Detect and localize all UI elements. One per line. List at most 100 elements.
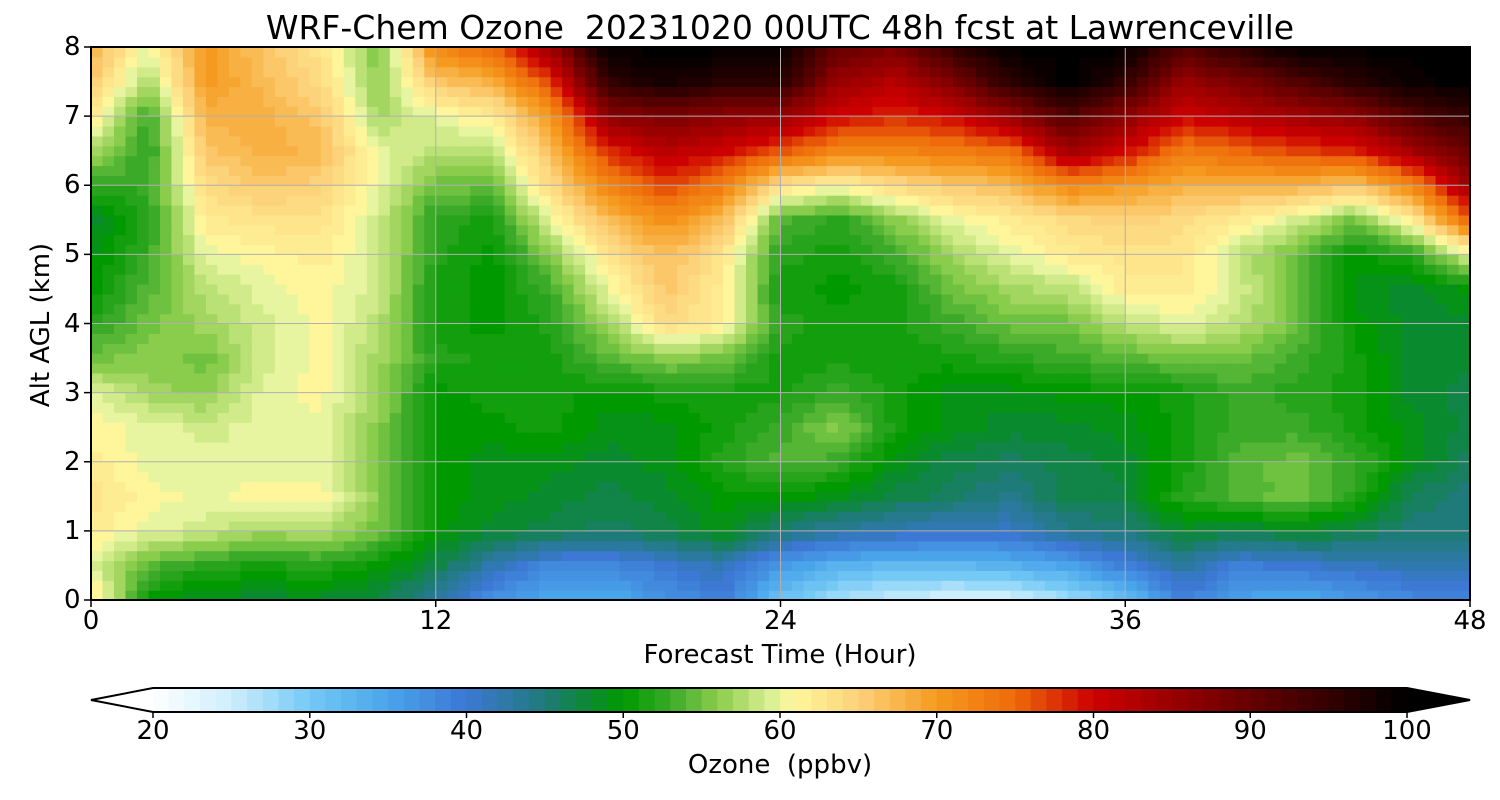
heatmap-cell — [998, 412, 1011, 423]
heatmap-cell — [401, 214, 414, 226]
heatmap-cell — [711, 372, 724, 384]
heatmap-cell — [757, 442, 770, 453]
heatmap-cell — [1309, 293, 1322, 305]
heatmap-cell — [1389, 254, 1402, 265]
heatmap-cell — [1458, 205, 1470, 216]
heatmap-cell — [424, 471, 437, 483]
heatmap-cell — [883, 214, 897, 226]
heatmap-cell — [1113, 333, 1126, 344]
heatmap-cell — [1010, 205, 1023, 216]
heatmap-cell — [642, 323, 655, 334]
heatmap-cell — [562, 303, 575, 315]
heatmap-cell — [723, 481, 736, 492]
heatmap-cell — [975, 580, 988, 591]
heatmap-cell — [1401, 451, 1414, 463]
heatmap-cell — [711, 303, 724, 315]
heatmap-cell — [952, 244, 965, 255]
heatmap-cell — [1263, 224, 1276, 236]
heatmap-cell — [113, 343, 127, 354]
heatmap-cell — [791, 590, 805, 600]
heatmap-cell — [539, 442, 552, 453]
heatmap-cell — [1309, 550, 1322, 562]
heatmap-cell — [274, 530, 287, 542]
heatmap-cell — [1320, 313, 1333, 325]
heatmap-cell — [320, 224, 333, 236]
heatmap-cell — [113, 501, 127, 512]
heatmap-cell — [1447, 323, 1460, 334]
heatmap-cell — [182, 560, 196, 571]
heatmap-cell — [309, 363, 322, 374]
heatmap-cell — [803, 244, 816, 255]
heatmap-cell — [1355, 274, 1368, 285]
heatmap-cell — [608, 274, 621, 285]
heatmap-cell — [1401, 412, 1414, 423]
heatmap-cell — [102, 471, 115, 483]
heatmap-cell — [1274, 530, 1287, 542]
heatmap-cell — [1136, 264, 1149, 275]
heatmap-cell — [631, 422, 644, 433]
heatmap-cell — [562, 412, 575, 423]
heatmap-cell — [401, 560, 414, 571]
heatmap-cell — [91, 274, 104, 285]
heatmap-cell — [619, 333, 632, 344]
heatmap-cell — [746, 293, 759, 305]
heatmap-cell — [711, 540, 724, 552]
heatmap-cell — [343, 481, 356, 492]
heatmap-cell — [1044, 254, 1057, 265]
heatmap-cell — [1136, 284, 1149, 295]
heatmap-cell — [1090, 303, 1103, 315]
heatmap-cell — [1378, 264, 1391, 275]
heatmap-cell — [769, 402, 782, 413]
heatmap-cell — [700, 491, 713, 502]
heatmap-cell — [447, 432, 460, 443]
heatmap-cell — [412, 372, 425, 384]
heatmap-cell — [906, 214, 919, 226]
heatmap-cell — [711, 560, 724, 571]
heatmap-cell — [539, 313, 552, 325]
heatmap-cell — [182, 570, 196, 581]
heatmap-cell — [516, 422, 529, 433]
heatmap-cell — [734, 511, 747, 522]
heatmap-cell — [1251, 560, 1264, 571]
heatmap-cell — [608, 323, 621, 334]
heatmap-cell — [1389, 244, 1402, 255]
heatmap-cell — [780, 491, 793, 502]
heatmap-cell — [791, 303, 805, 315]
heatmap-cell — [1194, 540, 1207, 552]
heatmap-cell — [723, 580, 736, 591]
heatmap-cell — [470, 550, 483, 562]
heatmap-cell — [1079, 540, 1092, 552]
heatmap-cell — [297, 530, 310, 542]
heatmap-cell — [194, 323, 207, 334]
heatmap-cell — [642, 185, 655, 196]
heatmap-cell — [1194, 284, 1207, 295]
heatmap-cell — [619, 363, 632, 374]
heatmap-cell — [1217, 214, 1230, 226]
heatmap-cell — [125, 303, 138, 315]
heatmap-cell — [274, 254, 287, 265]
heatmap-cell — [998, 343, 1011, 354]
heatmap-cell — [757, 491, 770, 502]
heatmap-cell — [573, 461, 586, 473]
heatmap-cell — [102, 422, 115, 433]
heatmap-cell — [746, 530, 759, 542]
heatmap-cell — [1389, 353, 1402, 364]
heatmap-cell — [631, 461, 644, 473]
heatmap-cell — [872, 471, 885, 483]
heatmap-cell — [102, 550, 115, 562]
heatmap-cell — [769, 481, 782, 492]
heatmap-cell — [263, 234, 276, 246]
heatmap-cell — [125, 353, 138, 364]
heatmap-cell — [665, 540, 678, 552]
heatmap-cell — [1274, 481, 1287, 492]
heatmap-cell — [1274, 234, 1287, 246]
heatmap-cell — [665, 303, 678, 315]
heatmap-cell — [757, 274, 770, 285]
heatmap-cell — [1194, 214, 1207, 226]
heatmap-cell — [895, 303, 908, 315]
heatmap-cell — [205, 392, 219, 404]
heatmap-cell — [355, 451, 368, 463]
heatmap-cell — [274, 372, 287, 384]
heatmap-cell — [1113, 284, 1126, 295]
heatmap-cell — [654, 471, 667, 483]
